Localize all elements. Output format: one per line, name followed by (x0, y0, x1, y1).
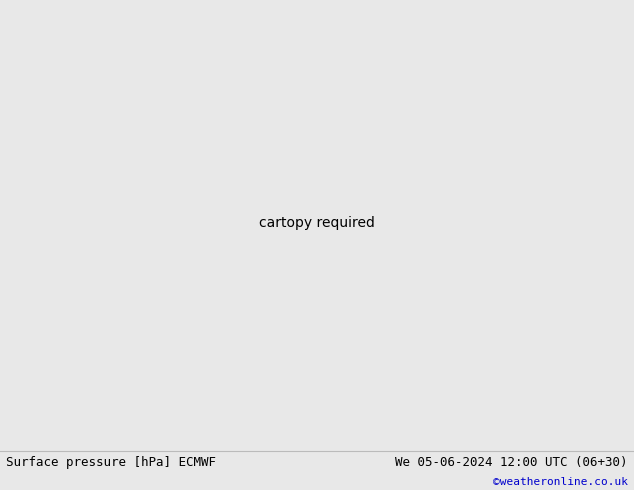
Text: We 05-06-2024 12:00 UTC (06+30): We 05-06-2024 12:00 UTC (06+30) (395, 456, 628, 469)
Text: ©weatheronline.co.uk: ©weatheronline.co.uk (493, 477, 628, 487)
Text: cartopy required: cartopy required (259, 216, 375, 230)
Text: Surface pressure [hPa] ECMWF: Surface pressure [hPa] ECMWF (6, 456, 216, 469)
